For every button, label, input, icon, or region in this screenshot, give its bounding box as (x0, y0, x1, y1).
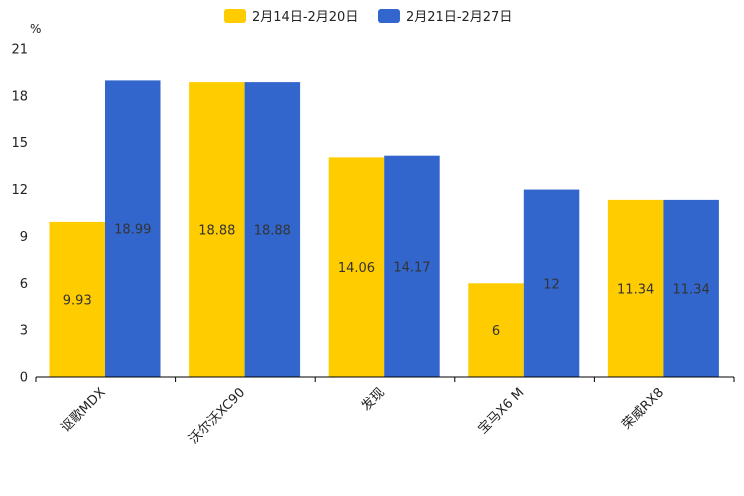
x-category-label: 沃尔沃XC90 (186, 385, 248, 447)
legend-swatch-1 (224, 9, 246, 23)
y-tick-label: 6 (20, 277, 28, 292)
bar-2-1 (105, 80, 161, 377)
y-tick-label: 18 (11, 89, 28, 104)
bar-1-2 (189, 82, 245, 378)
bar-data-label: 18.88 (198, 224, 235, 239)
legend: 2月14日-2月20日 2月21日-2月27日 (224, 9, 512, 25)
bar-1-5 (607, 199, 664, 377)
bar-data-label: 18.99 (114, 223, 151, 238)
legend-label-2: 2月21日-2月27日 (406, 10, 512, 25)
bar-data-label: 11.34 (673, 282, 710, 297)
x-category-label: 发现 (358, 385, 388, 415)
x-category-label: 讴歌MDX (58, 385, 108, 435)
bar-data-label: 6 (492, 324, 500, 339)
y-tick-label: 15 (11, 136, 28, 151)
bar-1-1 (49, 221, 105, 377)
bar-data-label: 14.06 (338, 261, 375, 276)
bar-2-3 (384, 155, 440, 377)
y-tick-label: 0 (20, 371, 28, 386)
y-tick-label: 12 (11, 183, 28, 198)
x-axis: 讴歌MDX 沃尔沃XC90 发现 宝马X6 M 荣威RX8 (35, 376, 735, 447)
bar-data-label: 18.88 (254, 224, 291, 239)
bar-2-2 (244, 82, 301, 378)
bar-data-label: 14.17 (393, 260, 430, 275)
y-axis-unit-label: % (30, 22, 41, 36)
legend-label-1: 2月14日-2月20日 (252, 10, 358, 25)
bar-2-5 (663, 199, 719, 377)
x-category-label: 荣威RX8 (619, 385, 667, 433)
bar-data-label: 11.34 (617, 282, 654, 297)
bar-1-4 (468, 283, 524, 377)
legend-swatch-2 (378, 9, 400, 23)
y-tick-label: 3 (20, 324, 28, 339)
y-tick-label: 9 (20, 230, 28, 245)
y-axis: 0 3 6 9 12 15 18 21 (11, 43, 28, 386)
x-category-label: 宝马X6 M (475, 385, 527, 437)
y-tick-label: 21 (11, 43, 28, 58)
bar-data-label: 12 (543, 277, 560, 292)
bar-data-label: 9.93 (63, 293, 92, 308)
bar-2-4 (523, 189, 580, 377)
bar-1-3 (328, 157, 385, 377)
bars-group: 9.93 18.99 18.88 18.88 14.06 14.17 6 12 11.34 11.… (49, 80, 719, 378)
